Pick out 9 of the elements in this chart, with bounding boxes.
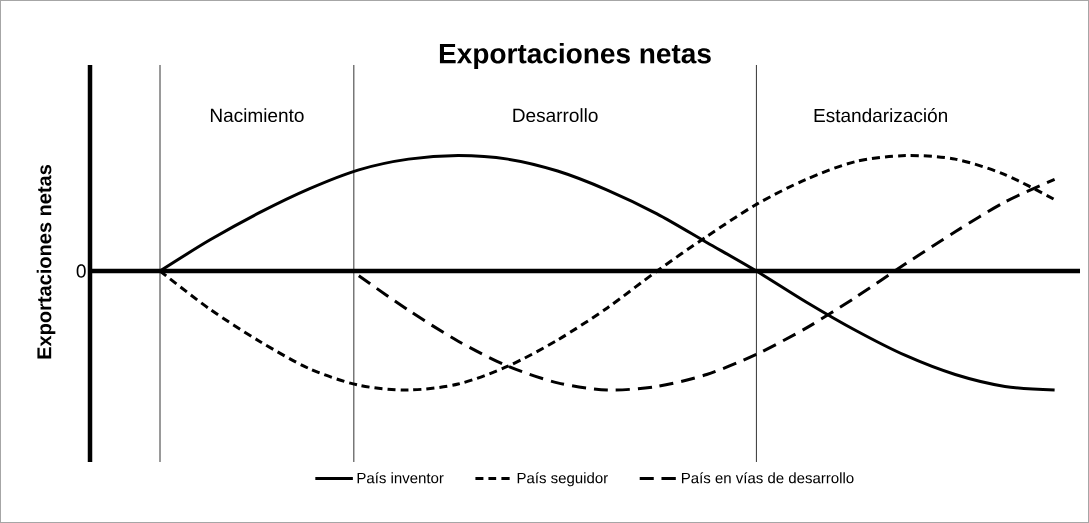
text: Desarrollo bbox=[513, 108, 598, 123]
legend-label: País seguidor bbox=[517, 472, 608, 487]
legend-label: País en vías de desarrollo bbox=[681, 472, 854, 484]
text: Nacimiento bbox=[210, 108, 304, 123]
text: Estandarización bbox=[814, 108, 947, 123]
text: 0 bbox=[76, 264, 86, 278]
legend-label: País inventor bbox=[357, 472, 444, 484]
y-axis-title: Exportaciones netas bbox=[36, 165, 56, 359]
chart-title: Exportaciones netas bbox=[439, 42, 711, 70]
